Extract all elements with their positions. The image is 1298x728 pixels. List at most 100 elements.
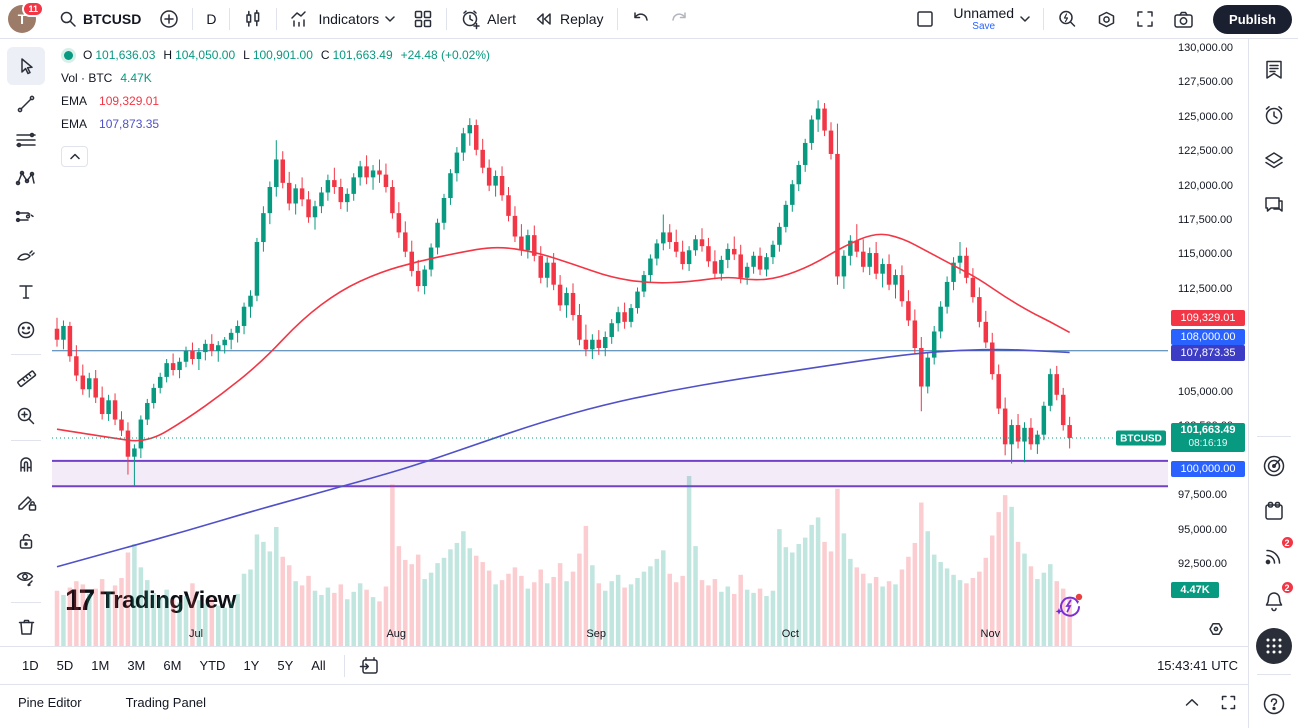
publish-button[interactable]: Publish — [1213, 4, 1292, 34]
ema-fast-line[interactable] — [56, 233, 1071, 442]
ideas-stream-button[interactable]: 2 — [1255, 535, 1295, 577]
price-zone-band[interactable] — [52, 460, 1168, 487]
market-status-dot — [64, 50, 73, 60]
price-tick: 92,500.00 — [1178, 558, 1227, 571]
tool-zoom-in[interactable] — [7, 398, 45, 436]
price-axis-label: 108,000.00 — [1171, 328, 1245, 345]
gear-icon — [1098, 11, 1115, 27]
tf-divider — [343, 654, 345, 677]
ema-fast-label: EMA — [61, 94, 88, 108]
alerts-manager-button[interactable] — [1255, 94, 1293, 136]
tool-drawing-mode[interactable] — [7, 484, 45, 522]
price-tick: 112,500.00 — [1178, 282, 1233, 295]
calendar-button[interactable] — [1255, 490, 1293, 532]
calendar-icon — [1264, 501, 1283, 520]
symbol-search-button[interactable]: BTCUSD — [50, 4, 150, 34]
volume-row[interactable]: Vol · BTC 4.47K — [61, 72, 498, 84]
time-axis-label: Sep — [586, 628, 606, 640]
tool-trend-line[interactable] — [7, 85, 45, 123]
indicator-templates-button[interactable] — [404, 4, 442, 34]
alert-clock-icon — [462, 9, 480, 29]
watchlist-button[interactable] — [1255, 49, 1293, 91]
range-button-1d[interactable]: 1D — [22, 658, 39, 673]
toolbar-divider — [1043, 8, 1045, 30]
tradingview-logo-icon: 17 — [65, 584, 95, 617]
price-axis[interactable]: 130,000.00 127,500.00 125,000.00 122,500.00… — [1168, 39, 1248, 646]
top-toolbar: T 11 BTCUSD D Indicators — [0, 0, 1298, 39]
tab-pine-editor[interactable]: Pine Editor — [18, 695, 82, 710]
interval-button[interactable]: D — [197, 4, 225, 34]
range-button-ytd[interactable]: YTD — [199, 658, 226, 673]
quick-search-button[interactable] — [1048, 4, 1087, 34]
tools-divider — [11, 353, 41, 355]
price-tick: 97,500.00 — [1178, 489, 1227, 502]
price-tick: 125,000.00 — [1178, 110, 1234, 123]
chart-settings-button[interactable] — [1087, 4, 1126, 34]
range-button-1m[interactable]: 1M — [91, 658, 110, 673]
save-label: Save — [972, 21, 996, 32]
user-avatar[interactable]: T 11 — [8, 1, 44, 33]
go-to-date-button[interactable] — [353, 651, 385, 681]
legend-collapse-button[interactable] — [61, 146, 88, 167]
range-button-6m[interactable]: 6M — [163, 658, 182, 673]
replay-button[interactable]: Replay — [525, 4, 613, 34]
range-button-all[interactable]: All — [311, 658, 326, 673]
ema-slow-row[interactable]: EMA 107,873.35 — [61, 118, 498, 130]
candlestick-chart[interactable]: BTCUSD Jul Aug Sep Oct Nov — [52, 39, 1168, 646]
panel-maximize-icon[interactable] — [1221, 695, 1236, 710]
indicators-button[interactable]: Indicators — [281, 4, 404, 34]
screener-gauge-button[interactable] — [1255, 445, 1293, 487]
layout-name-save-button[interactable]: Unnamed Save — [944, 4, 1039, 34]
tool-fib-retracement[interactable] — [7, 122, 45, 160]
range-button-1y[interactable]: 1Y — [243, 658, 260, 673]
alert-button[interactable]: Alert — [451, 4, 525, 34]
price-axis-label: 107,873.35 — [1171, 345, 1245, 362]
undo-button[interactable] — [622, 4, 660, 34]
tool-magnet[interactable] — [7, 446, 45, 484]
range-button-5d[interactable]: 5D — [56, 658, 74, 673]
layout-select-button[interactable] — [906, 4, 944, 34]
chart-plot[interactable]: 17 TradingView BTCUSD Jul Aug Sep Oct Nov O 1… — [52, 39, 1168, 646]
low-label: L — [243, 48, 250, 62]
screenshot-button[interactable] — [1164, 4, 1203, 34]
tool-brush[interactable] — [7, 236, 45, 274]
ema-slow-line[interactable] — [56, 348, 1070, 568]
time-axis-label: Oct — [782, 628, 799, 640]
svg-text:BTCUSD: BTCUSD — [1120, 433, 1162, 444]
help-button[interactable] — [1255, 683, 1293, 725]
tool-emoji[interactable] — [7, 311, 45, 349]
chart-type-button[interactable] — [234, 4, 272, 34]
tool-xabcd-pattern[interactable] — [7, 160, 45, 198]
compare-add-symbol-button[interactable] — [150, 4, 188, 34]
tool-remove-drawings[interactable] — [7, 608, 45, 646]
notifications-button[interactable]: 2 — [1255, 580, 1295, 622]
object-tree-button[interactable] — [1255, 139, 1293, 181]
tool-long-position[interactable] — [7, 198, 45, 236]
clock-utc[interactable]: 15:43:41 UTC — [1157, 658, 1238, 673]
high-label: H — [163, 48, 173, 62]
interval-label: D — [206, 11, 217, 27]
tool-lock-all[interactable] — [7, 522, 45, 560]
toolbar-divider — [276, 8, 278, 30]
fullscreen-button[interactable] — [1126, 4, 1164, 34]
technicals-widget-button[interactable] — [1052, 590, 1084, 622]
ema-fast-row[interactable]: EMA 109,329.01 — [61, 95, 498, 107]
chat-button[interactable] — [1255, 184, 1293, 226]
tab-trading-panel[interactable]: Trading Panel — [125, 695, 207, 710]
panel-expand-chevron-icon[interactable] — [1185, 698, 1199, 707]
toolbar-divider — [616, 8, 618, 30]
tool-text[interactable] — [7, 273, 45, 311]
tool-hide-drawings[interactable] — [7, 560, 45, 598]
plus-circle-icon — [160, 10, 179, 28]
ohlc-row[interactable]: O 101,636.03 H 104,050.00 L 100,901.00 C… — [61, 49, 498, 61]
tool-cursor[interactable] — [7, 47, 45, 85]
tool-measure[interactable] — [7, 360, 45, 398]
axis-settings-button[interactable] — [1208, 621, 1224, 640]
ai-technicals-icon — [1055, 593, 1083, 617]
apps-menu-button[interactable] — [1255, 625, 1293, 667]
sidebar-divider — [1256, 674, 1291, 675]
range-button-3m[interactable]: 3M — [127, 658, 146, 673]
range-button-5y[interactable]: 5Y — [277, 658, 294, 673]
redo-button[interactable] — [660, 4, 698, 34]
